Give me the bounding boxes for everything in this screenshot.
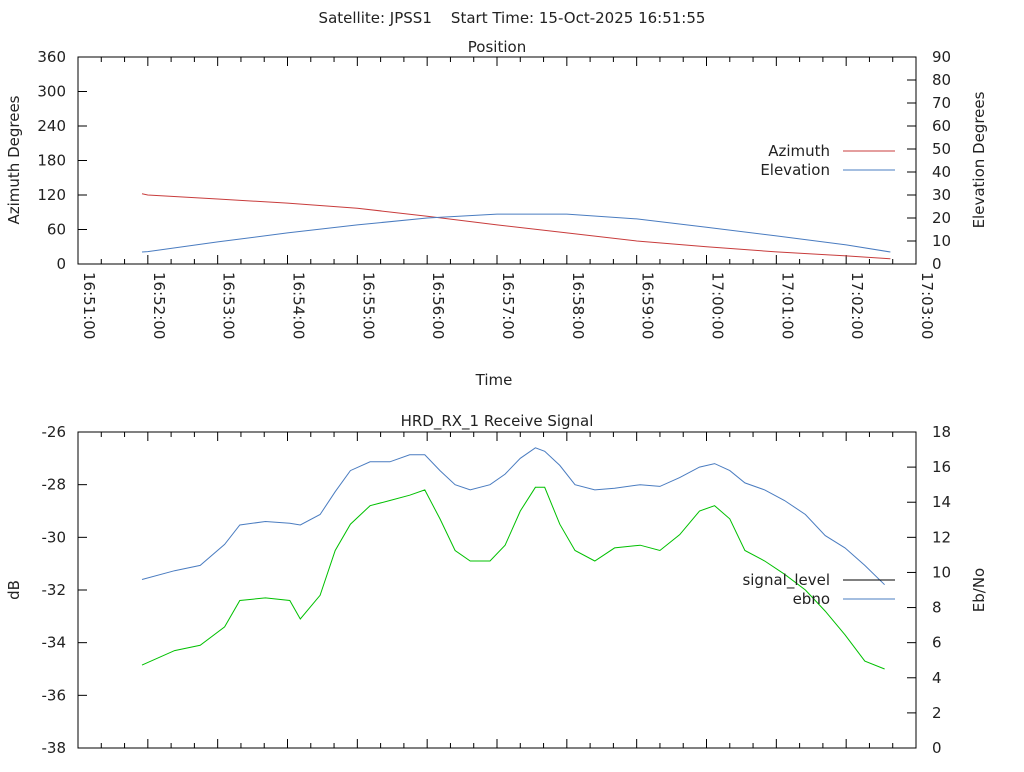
signal-y2-tick-label: 2 [932, 704, 942, 722]
position-x-tick-label: 16:56:00 [429, 272, 447, 339]
position-x-tick-label: 16:55:00 [359, 272, 377, 339]
signal-y2-tick-label: 0 [932, 739, 942, 757]
position-x-tick-label: 17:01:00 [778, 272, 796, 339]
signal-y-tick-label: -32 [42, 581, 67, 599]
position-y2-tick-label: 90 [932, 48, 951, 66]
position-y-tick-label: 0 [56, 255, 66, 273]
signal-y-tick-label: -38 [42, 739, 67, 757]
position-y-tick-label: 120 [37, 186, 66, 204]
signal-y2-tick-label: 18 [932, 423, 951, 441]
position-x-tick-label: 16:58:00 [569, 272, 587, 339]
position-y2-tick-label: 50 [932, 140, 951, 158]
position-plot: Position Azimuth Degrees Elevation Degre… [5, 38, 988, 389]
signal-y2label: Eb/No [970, 568, 988, 612]
position-y2-tick-label: 10 [932, 232, 951, 250]
signal-y2-tick-label: 10 [932, 563, 951, 581]
position-x-tick-label: 16:52:00 [150, 272, 168, 339]
signal-y-tick-label: -36 [42, 686, 67, 704]
receive-signal-plot: HRD_RX_1 Receive Signal dB Eb/No -38 -36 -… [5, 412, 988, 757]
position-y-tick-label: 360 [37, 48, 66, 66]
position-x-tick-label: 17:02:00 [848, 272, 866, 339]
legend-label-ebno: ebno [793, 590, 830, 608]
signal-y2-tick-label: 14 [932, 493, 951, 511]
position-y2label: Elevation Degrees [970, 91, 988, 228]
position-x-tick-label: 17:03:00 [918, 272, 936, 339]
legend-label-azimuth: Azimuth [768, 142, 830, 160]
signal-y2-tick-label: 16 [932, 458, 951, 476]
position-xlabel: Time [475, 371, 513, 389]
position-y-tick-label: 60 [47, 221, 66, 239]
signal-y2-tick-label: 6 [932, 634, 942, 652]
position-y-tick-label: 300 [37, 83, 66, 101]
position-x-tick-label: 16:51:00 [80, 272, 98, 339]
signal-y2-tick-label: 4 [932, 669, 942, 687]
series-line-azimuth [141, 193, 891, 260]
chart-header-title: Satellite: JPSS1 Start Time: 15-Oct-2025… [319, 9, 706, 27]
series-line-ebno [141, 447, 885, 586]
signal-legend: signal_level ebno [742, 571, 895, 608]
signal-y-tick-label: -30 [42, 528, 67, 546]
signal-y-tick-label: -26 [42, 423, 67, 441]
position-x-tick-label: 16:59:00 [639, 272, 657, 339]
signal-y2-tick-label: 12 [932, 528, 951, 546]
position-x-tick-label: 17:00:00 [709, 272, 727, 339]
signal-y-tick-label: -34 [42, 634, 67, 652]
position-x-tick-label: 16:57:00 [499, 272, 517, 339]
signal-y-tick-label: -28 [42, 476, 67, 494]
series-line-elevation [141, 213, 891, 253]
position-ylabel: Azimuth Degrees [5, 95, 23, 224]
signal-y2-tick-label: 8 [932, 599, 942, 617]
position-y2-tick-label: 70 [932, 94, 951, 112]
position-y2-tick-label: 20 [932, 209, 951, 227]
position-y2-tick-label: 80 [932, 71, 951, 89]
legend-label-signal-level: signal_level [742, 571, 830, 590]
position-y2-tick-label: 0 [932, 255, 942, 273]
signal-ylabel: dB [5, 580, 23, 600]
position-y2-tick-label: 40 [932, 163, 951, 181]
position-y-tick-label: 180 [37, 152, 66, 170]
position-y2-tick-label: 30 [932, 186, 951, 204]
position-x-tick-label: 16:54:00 [290, 272, 308, 339]
series-line-signal-level [141, 486, 885, 670]
position-y-tick-label: 240 [37, 117, 66, 135]
position-legend: Azimuth Elevation [760, 142, 895, 179]
position-y2-tick-label: 60 [932, 117, 951, 135]
signal-title: HRD_RX_1 Receive Signal [401, 412, 594, 431]
position-title: Position [468, 38, 526, 56]
legend-label-elevation: Elevation [760, 161, 830, 179]
position-x-tick-label: 16:53:00 [220, 272, 238, 339]
